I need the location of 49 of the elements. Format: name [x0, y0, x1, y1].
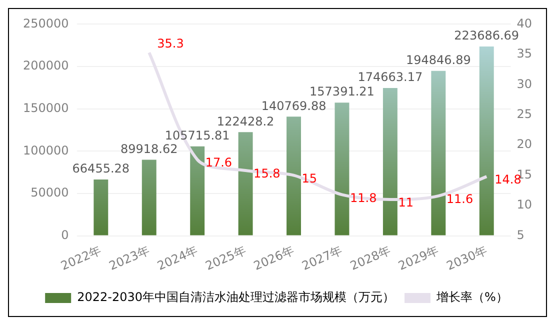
bar — [94, 180, 108, 236]
data-label: 35.3 — [157, 36, 184, 51]
legend-label: 2022-2030年中国自清洁水油处理过滤器市场规模（万元） — [77, 290, 395, 304]
bar — [142, 160, 156, 236]
bar — [238, 132, 253, 236]
x-tick-label: 2027年 — [300, 243, 344, 274]
y-tick-label: 0 — [61, 228, 69, 242]
y2-tick-label: 30 — [516, 76, 532, 91]
bar — [286, 116, 301, 236]
data-label: 15 — [302, 171, 318, 186]
bar — [431, 70, 446, 236]
data-label: 11.6 — [446, 192, 474, 206]
x-tick-label: 2025年 — [203, 243, 248, 274]
data-label: 194846.89 — [406, 53, 471, 68]
bar — [382, 88, 398, 236]
data-label: 157391.21 — [310, 84, 374, 99]
y2-tick-label: 20 — [516, 137, 532, 152]
y-tick-label: 200000 — [22, 58, 69, 73]
y2-tick-label: 40 — [516, 16, 532, 30]
data-label: 140769.88 — [261, 98, 326, 113]
y-tick-label: 50000 — [30, 186, 69, 200]
x-tick-label: 2024年 — [155, 243, 200, 274]
x-tick-label: 2023年 — [106, 243, 152, 274]
data-label: 11 — [398, 196, 414, 210]
legend-label: 增长率（%） — [436, 290, 508, 304]
x-tick-label: 2022年 — [58, 243, 104, 274]
x-tick-label: 2029年 — [396, 243, 441, 274]
data-label: 105715.81 — [164, 128, 230, 142]
bar — [334, 102, 350, 236]
y2-tick-label: 10 — [516, 198, 532, 212]
y-tick-label: 100000 — [22, 143, 69, 158]
data-label: 89918.62 — [120, 142, 178, 156]
y2-tick-label: 5 — [516, 228, 524, 242]
data-label: 15.8 — [254, 166, 280, 181]
data-label: 11.8 — [350, 190, 377, 205]
data-label: 66455.28 — [72, 162, 130, 176]
bar — [479, 46, 494, 236]
y-tick-label: 250000 — [22, 16, 69, 30]
y-tick-label: 150000 — [22, 100, 69, 115]
data-label: 223686.69 — [454, 28, 520, 43]
y2-tick-label: 35 — [516, 46, 532, 61]
data-label: 174663.17 — [358, 70, 423, 84]
x-tick-label: 2028年 — [348, 243, 393, 274]
data-label: 17.6 — [205, 156, 232, 170]
bar — [190, 146, 205, 236]
y2-tick-label: 25 — [516, 107, 532, 122]
data-label: 122428.2 — [216, 114, 274, 128]
x-tick-label: 2030年 — [444, 243, 490, 274]
x-tick-label: 2026年 — [252, 243, 296, 274]
